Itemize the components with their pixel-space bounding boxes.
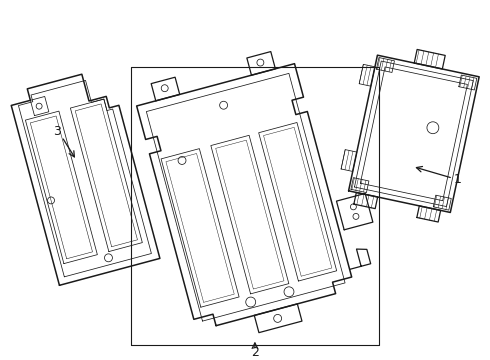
Text: 1: 1 [454,173,462,186]
Text: 2: 2 [251,346,259,359]
Text: 3: 3 [53,125,61,138]
